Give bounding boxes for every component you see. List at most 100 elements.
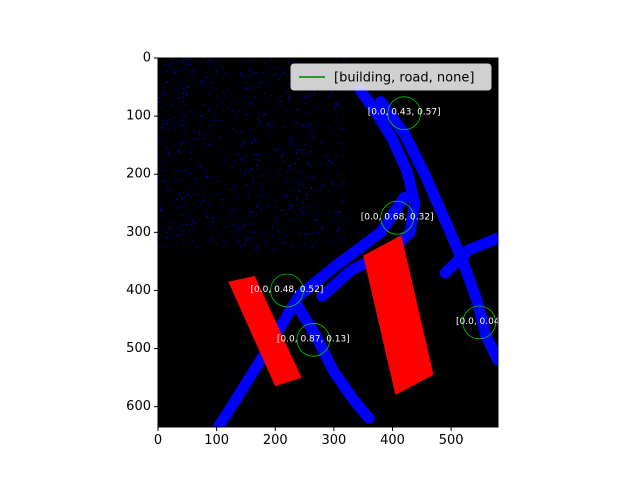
texture-speck bbox=[270, 152, 272, 155]
texture-speck bbox=[166, 122, 168, 125]
texture-speck bbox=[329, 234, 331, 237]
annotation-label: [0.0, 0.87, 0.13] bbox=[277, 334, 350, 344]
texture-speck bbox=[208, 143, 211, 145]
texture-speck bbox=[253, 60, 255, 62]
y-tick-label: 100 bbox=[126, 109, 151, 124]
texture-speck bbox=[189, 63, 191, 66]
texture-speck bbox=[312, 246, 314, 249]
texture-speck bbox=[161, 71, 163, 74]
texture-speck bbox=[217, 180, 219, 183]
texture-speck bbox=[188, 76, 190, 78]
texture-speck bbox=[310, 187, 313, 190]
texture-speck bbox=[295, 198, 297, 200]
texture-speck bbox=[204, 104, 206, 106]
texture-speck bbox=[252, 223, 254, 225]
texture-speck bbox=[217, 69, 219, 71]
annotation-label: [0.0, 0.68, 0.32] bbox=[361, 212, 434, 222]
texture-speck bbox=[192, 113, 195, 115]
texture-speck bbox=[171, 100, 173, 102]
texture-speck bbox=[242, 61, 244, 63]
texture-speck bbox=[338, 174, 340, 177]
texture-speck bbox=[264, 61, 266, 64]
texture-speck bbox=[310, 177, 313, 180]
texture-speck bbox=[265, 220, 267, 223]
texture-speck bbox=[342, 155, 344, 157]
texture-speck bbox=[223, 205, 225, 208]
texture-speck bbox=[213, 97, 215, 99]
texture-speck bbox=[337, 185, 340, 187]
texture-speck bbox=[338, 103, 340, 105]
texture-speck bbox=[210, 225, 212, 227]
texture-speck bbox=[340, 164, 342, 166]
texture-speck bbox=[175, 152, 177, 155]
texture-speck bbox=[339, 221, 342, 224]
texture-speck bbox=[180, 206, 183, 208]
texture-speck bbox=[337, 215, 339, 217]
texture-speck bbox=[312, 176, 315, 179]
texture-speck bbox=[238, 194, 240, 196]
texture-speck bbox=[341, 128, 343, 130]
texture-speck bbox=[179, 194, 181, 196]
texture-speck bbox=[321, 225, 323, 227]
texture-speck bbox=[291, 204, 293, 206]
annotation-circle bbox=[296, 323, 331, 357]
texture-speck bbox=[280, 105, 282, 107]
texture-speck bbox=[255, 139, 257, 141]
texture-speck bbox=[168, 228, 170, 230]
texture-speck bbox=[306, 151, 308, 153]
texture-speck bbox=[257, 237, 259, 239]
texture-speck bbox=[221, 78, 223, 80]
texture-speck bbox=[253, 217, 255, 219]
texture-speck bbox=[165, 236, 168, 239]
texture-speck bbox=[307, 162, 310, 164]
texture-speck bbox=[184, 202, 186, 204]
texture-speck bbox=[303, 243, 305, 245]
texture-speck bbox=[318, 230, 320, 232]
texture-speck bbox=[288, 139, 290, 141]
texture-speck bbox=[283, 238, 285, 240]
texture-speck bbox=[167, 238, 169, 240]
texture-speck bbox=[305, 124, 307, 126]
texture-speck bbox=[185, 169, 187, 171]
texture-speck bbox=[254, 231, 256, 233]
texture-speck bbox=[243, 140, 245, 143]
texture-speck bbox=[287, 83, 289, 85]
texture-speck bbox=[333, 199, 335, 201]
texture-speck bbox=[281, 72, 283, 74]
texture-speck bbox=[255, 72, 257, 74]
texture-speck bbox=[303, 244, 305, 246]
texture-speck bbox=[184, 196, 187, 198]
texture-speck bbox=[200, 115, 203, 118]
texture-speck bbox=[247, 215, 249, 217]
texture-speck bbox=[233, 209, 235, 211]
texture-speck bbox=[164, 180, 166, 182]
texture-speck bbox=[296, 122, 298, 124]
texture-speck bbox=[255, 164, 258, 166]
texture-speck bbox=[230, 237, 232, 239]
texture-speck bbox=[194, 167, 196, 169]
texture-speck bbox=[299, 235, 301, 237]
texture-speck bbox=[247, 128, 250, 131]
texture-speck bbox=[327, 159, 330, 161]
texture-speck bbox=[216, 176, 218, 178]
y-tick-label: 300 bbox=[126, 225, 151, 240]
texture-speck bbox=[181, 60, 184, 62]
texture-speck bbox=[301, 62, 303, 65]
texture-speck bbox=[282, 242, 284, 244]
texture-speck bbox=[337, 230, 339, 232]
texture-speck bbox=[200, 125, 203, 128]
texture-speck bbox=[271, 228, 273, 230]
texture-speck bbox=[281, 224, 284, 226]
texture-speck bbox=[296, 108, 298, 111]
texture-speck bbox=[292, 225, 294, 227]
texture-speck bbox=[187, 241, 189, 244]
texture-speck bbox=[252, 176, 254, 178]
texture-speck bbox=[166, 186, 169, 188]
texture-speck bbox=[162, 144, 165, 146]
texture-speck bbox=[263, 151, 265, 153]
texture-speck bbox=[335, 102, 337, 105]
texture-speck bbox=[187, 234, 190, 236]
texture-speck bbox=[197, 154, 199, 156]
texture-speck bbox=[298, 149, 300, 151]
texture-speck bbox=[332, 180, 334, 182]
